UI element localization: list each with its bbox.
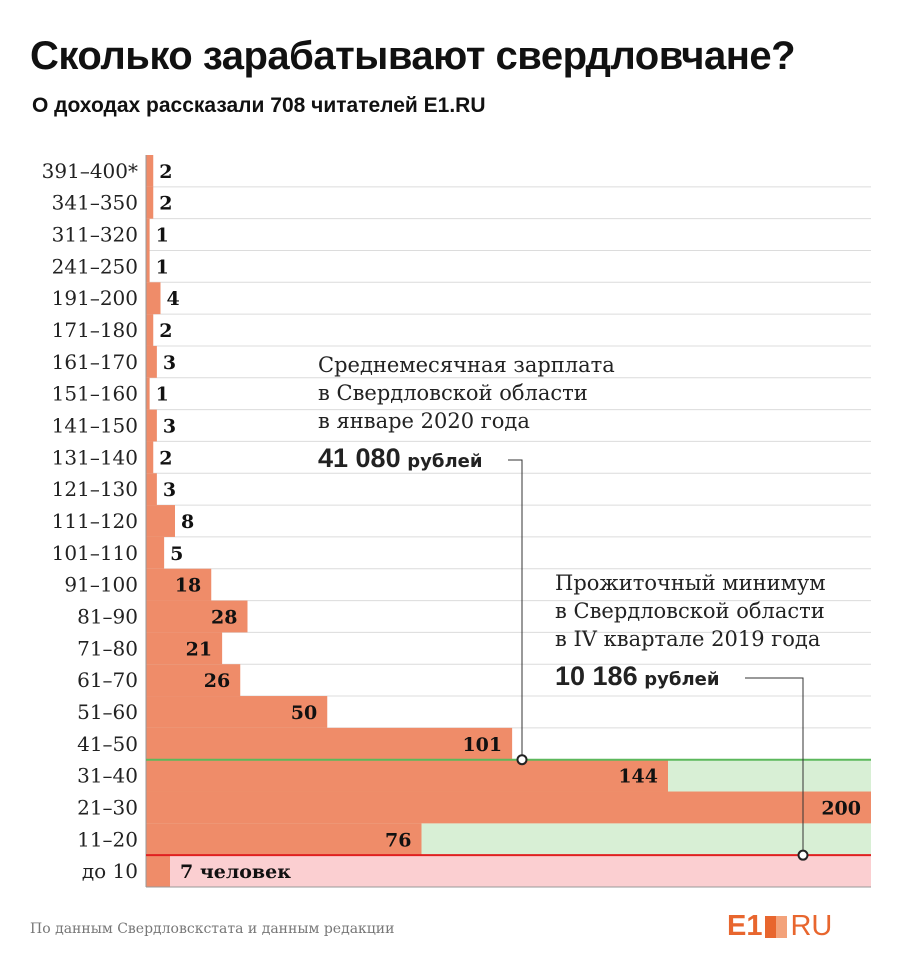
bar <box>146 441 154 474</box>
bar <box>146 505 175 537</box>
avg-line2: в Свердловской области <box>318 381 588 405</box>
bar <box>146 345 157 378</box>
logo-right: RU <box>790 910 833 942</box>
category-label: 171–180 <box>52 318 138 342</box>
value-label: 1 <box>156 225 169 247</box>
bar <box>146 314 154 346</box>
min-line3: в IV квартале 2019 года <box>555 627 821 651</box>
chart-title: Сколько зарабатывают свердловчане? <box>30 34 796 78</box>
value-label: 8 <box>181 511 194 533</box>
bar <box>146 250 150 283</box>
min-value: 10 186 <box>555 661 638 691</box>
bar <box>146 473 157 506</box>
bar <box>146 218 150 251</box>
source-note: По данным Свердловскстата и данным редак… <box>30 921 395 937</box>
bar <box>146 632 223 665</box>
category-label: 341–350 <box>52 191 138 215</box>
bar <box>146 696 328 728</box>
category-label: 91–100 <box>64 573 138 597</box>
category-label: до 10 <box>82 859 138 883</box>
category-label: 81–90 <box>77 604 138 628</box>
category-label: 61–70 <box>77 668 138 692</box>
bar <box>146 759 668 792</box>
min-leader-line <box>745 677 804 856</box>
value-label: 2 <box>159 193 172 215</box>
value-label: 144 <box>618 766 658 788</box>
value-label: 7 человек <box>180 861 291 883</box>
bar <box>146 377 150 410</box>
value-label: 1 <box>156 256 169 278</box>
avg-value: 41 080 <box>318 443 401 473</box>
avg-unit: рублей <box>407 451 483 472</box>
category-label: 151–160 <box>52 382 138 406</box>
avg-marker <box>516 754 528 766</box>
min-unit: рублей <box>644 669 720 690</box>
min-line1: Прожиточный минимум <box>555 571 826 595</box>
category-label: 21–30 <box>77 795 138 819</box>
bar <box>146 155 154 187</box>
avg-leader-line <box>508 459 523 760</box>
category-label: 161–170 <box>52 350 138 374</box>
category-label: 391–400* <box>42 159 138 183</box>
below-min-band <box>146 855 871 887</box>
category-label: 11–20 <box>77 827 138 851</box>
bar <box>146 600 248 633</box>
bar <box>146 791 871 824</box>
logo-left: E1 <box>727 910 763 942</box>
chart-subtitle: О доходах рассказали 708 читателей E1.RU <box>32 94 486 117</box>
category-label: 71–80 <box>77 636 138 660</box>
value-label: 50 <box>291 702 317 724</box>
bar <box>146 823 422 856</box>
value-label: 76 <box>385 829 411 851</box>
bar <box>146 664 241 697</box>
bar <box>146 855 170 887</box>
category-label: 31–40 <box>77 764 138 788</box>
value-label: 3 <box>163 416 176 438</box>
category-label: 141–150 <box>52 414 138 438</box>
min-wage-annotation: Прожиточный минимум в Свердловской облас… <box>555 569 826 692</box>
bar <box>146 186 154 219</box>
value-label: 3 <box>163 352 176 374</box>
bar <box>146 409 157 442</box>
category-label: 311–320 <box>52 223 138 247</box>
value-label: 200 <box>821 797 861 819</box>
value-label: 4 <box>167 288 180 310</box>
avg-line3: в январе 2020 года <box>318 409 530 433</box>
bar <box>146 536 165 569</box>
category-label: 111–120 <box>52 509 138 533</box>
avg-salary-annotation: Среднемесячная зарплата в Свердловской о… <box>318 351 615 474</box>
avg-line1: Среднемесячная зарплата <box>318 353 615 377</box>
value-label: 26 <box>204 670 230 692</box>
category-label: 191–200 <box>52 286 138 310</box>
value-label: 18 <box>175 575 201 597</box>
value-label: 5 <box>170 543 183 565</box>
value-label: 21 <box>186 638 212 660</box>
bar <box>146 727 513 760</box>
category-label: 41–50 <box>77 732 138 756</box>
category-label: 121–130 <box>52 477 138 501</box>
category-label: 131–140 <box>52 445 138 469</box>
category-label: 101–110 <box>52 541 138 565</box>
value-label: 2 <box>159 447 172 469</box>
value-label: 1 <box>156 384 169 406</box>
value-label: 3 <box>163 479 176 501</box>
category-label: 51–60 <box>77 700 138 724</box>
value-label: 28 <box>211 606 237 628</box>
e1-logo: E1 RU <box>727 910 832 943</box>
min-line2: в Свердловской области <box>555 599 825 623</box>
logo-square <box>765 915 788 938</box>
value-label: 2 <box>159 161 172 183</box>
category-label: 241–250 <box>52 254 138 278</box>
bar <box>146 568 212 601</box>
min-marker <box>797 849 809 861</box>
value-label: 101 <box>462 734 502 756</box>
value-label: 2 <box>159 320 172 342</box>
bar <box>146 282 161 315</box>
